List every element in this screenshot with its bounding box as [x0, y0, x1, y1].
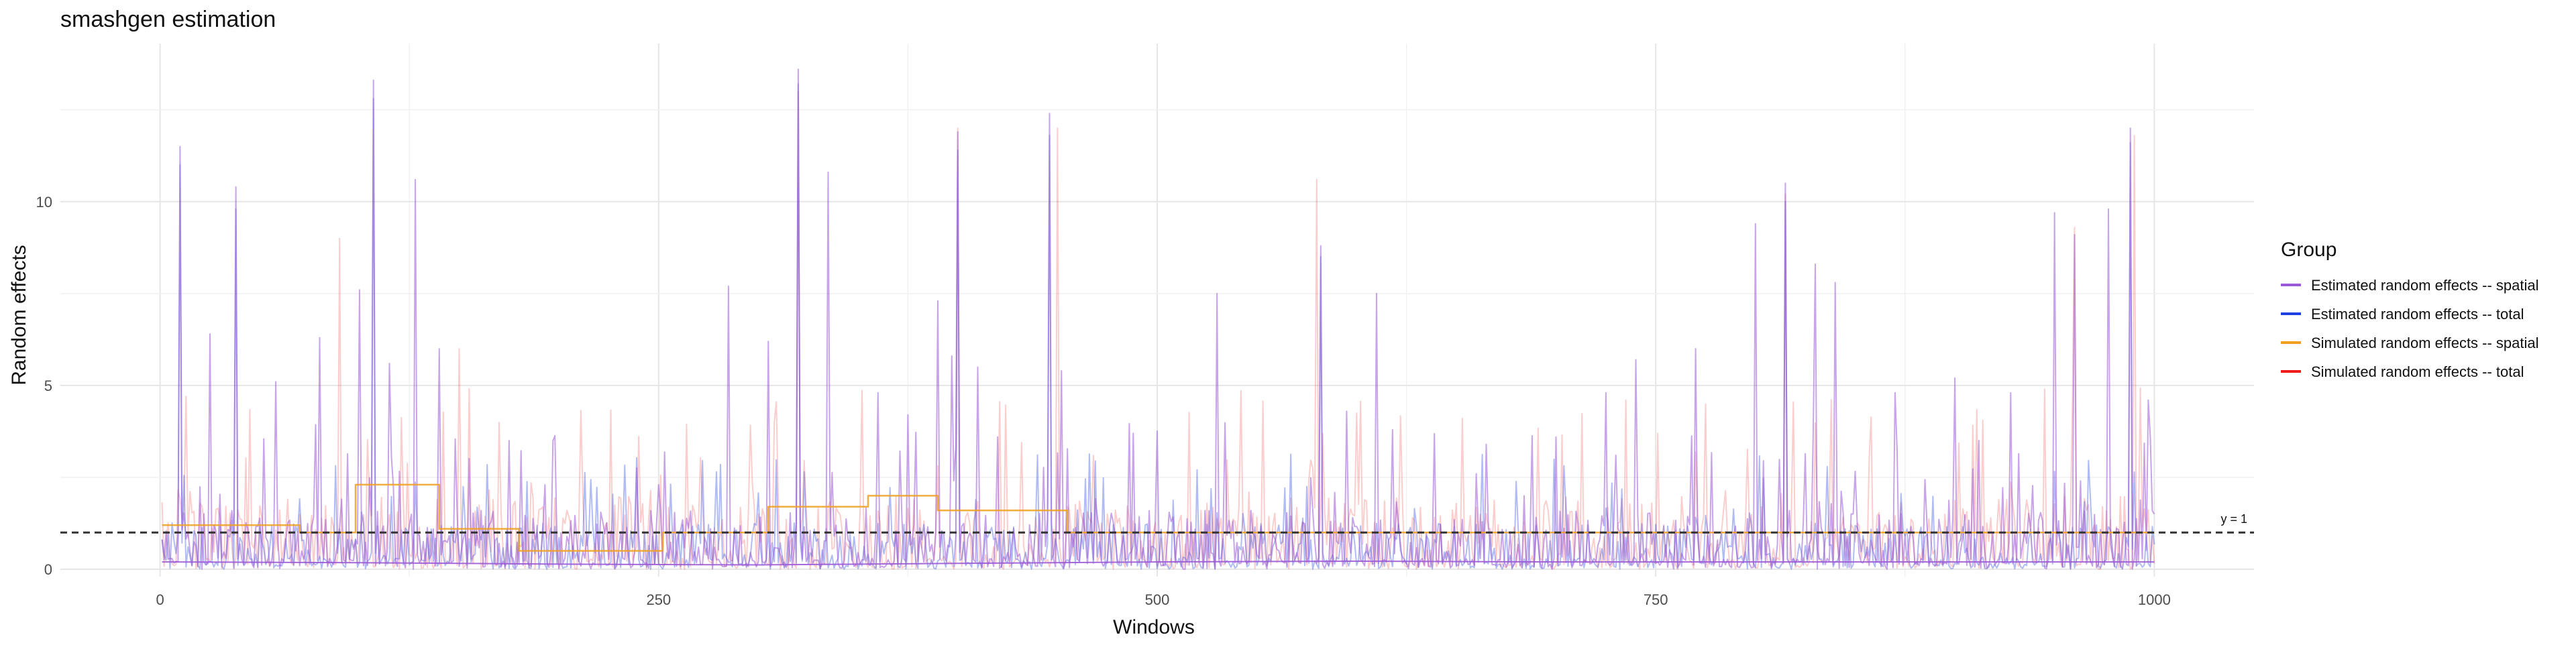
- y-axis-label: Random effects: [8, 245, 30, 386]
- y-tick-label: 5: [44, 377, 52, 394]
- y-tick-label: 10: [36, 194, 52, 211]
- x-tick-label: 250: [646, 591, 671, 608]
- x-tick-label: 1000: [2138, 591, 2171, 608]
- x-tick-label: 0: [156, 591, 164, 608]
- reference-line-label: y = 1: [2220, 512, 2247, 526]
- legend: Group Estimated random effects -- spatia…: [2281, 239, 2539, 380]
- x-tick-label: 500: [1145, 591, 1170, 608]
- axes: 0 250 500 750 1000 0 5 10: [36, 194, 2171, 608]
- legend-label: Simulated random effects -- total: [2311, 363, 2524, 380]
- series-layer: [161, 68, 2155, 570]
- chart-title: smashgen estimation: [60, 7, 276, 32]
- legend-item: Estimated random effects -- spatial: [2281, 277, 2539, 294]
- series-line-4: [162, 561, 2155, 566]
- reference-line-layer: y = 1: [60, 512, 2254, 534]
- legend-item: Simulated random effects -- total: [2281, 363, 2524, 380]
- y-tick-label: 0: [44, 561, 52, 578]
- x-axis-label: Windows: [1113, 616, 1195, 638]
- legend-title: Group: [2281, 239, 2337, 261]
- x-tick-label: 750: [1644, 591, 1668, 608]
- legend-label: Simulated random effects -- spatial: [2311, 335, 2539, 351]
- legend-item: Simulated random effects -- spatial: [2281, 335, 2539, 351]
- grid: [60, 44, 2254, 577]
- legend-item: Estimated random effects -- total: [2281, 306, 2524, 322]
- legend-label: Estimated random effects -- total: [2311, 306, 2524, 322]
- legend-label: Estimated random effects -- spatial: [2311, 277, 2539, 294]
